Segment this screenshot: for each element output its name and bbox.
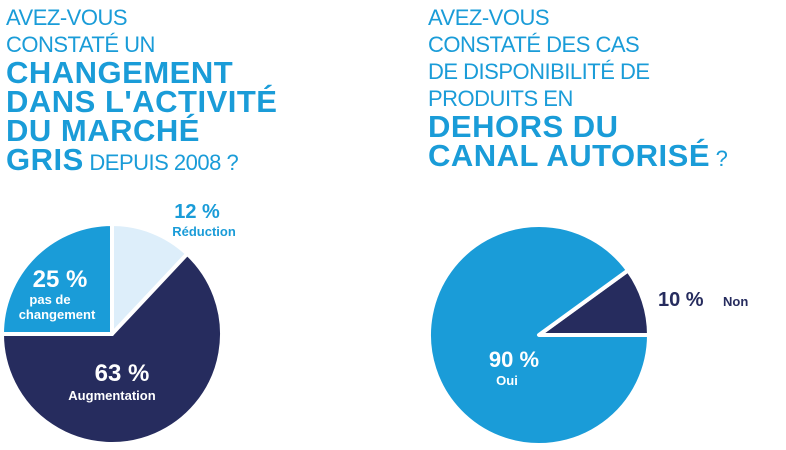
pie1-slice-réduction <box>110 222 190 336</box>
pie1-label-name-augmentation: Augmentation <box>68 388 155 403</box>
q1-intro-line-2: CONSTATÉ UN <box>6 32 155 57</box>
pie1-label-value-reduction: 12 % <box>174 201 220 223</box>
pie1-label-value-augmentation: 63 % <box>95 360 150 387</box>
q1-emphasis-line-3: DU MARCHÉ <box>6 113 200 148</box>
q1-emphasis-last: GRIS <box>6 142 84 177</box>
q1-intro-line-1: AVEZ-VOUS <box>6 5 128 30</box>
q2-emphasis-last: CANAL AUTORISÉ <box>428 138 711 173</box>
q2-intro-line-3: DE DISPONIBILITÉ DE <box>428 59 650 84</box>
q2-intro-line-4: PRODUITS EN <box>428 86 573 111</box>
pie1-label-value-changement: 25 % <box>33 266 88 293</box>
pie2-label-value-oui: 90 % <box>489 347 539 372</box>
pie2-label-name-oui: Oui <box>496 373 518 388</box>
q1-tail: DEPUIS 2008 ? <box>83 150 239 175</box>
pie1-slice-augmentation <box>0 251 224 446</box>
question-1-heading: AVEZ-VOUS CONSTATÉ UN CHANGEMENT DANS L'… <box>6 4 366 176</box>
pie1-label-name-reduction: Réduction <box>172 224 236 239</box>
q2-emphasis-line-1: DEHORS DU <box>428 109 619 144</box>
q2-intro-line-1: AVEZ-VOUS <box>428 5 550 30</box>
q2-intro-line-2: CONSTATÉ DES CAS <box>428 32 640 57</box>
question-2-heading: AVEZ-VOUS CONSTATÉ DES CAS DE DISPONIBIL… <box>428 4 786 172</box>
q2-tail: ? <box>710 146 728 171</box>
q1-emphasis-line-1: CHANGEMENT <box>6 55 234 90</box>
pie1-slice-pas-de-changement <box>0 222 114 336</box>
pie1-label-name-changement-1: pas de <box>29 292 70 307</box>
q1-emphasis-line-2: DANS L'ACTIVITÉ <box>6 84 278 119</box>
pie2-label-name-non: Non <box>723 294 748 309</box>
pie1-label-name-changement-2: changement <box>19 307 96 322</box>
pie2-label-value-non: 10 % <box>658 289 704 311</box>
